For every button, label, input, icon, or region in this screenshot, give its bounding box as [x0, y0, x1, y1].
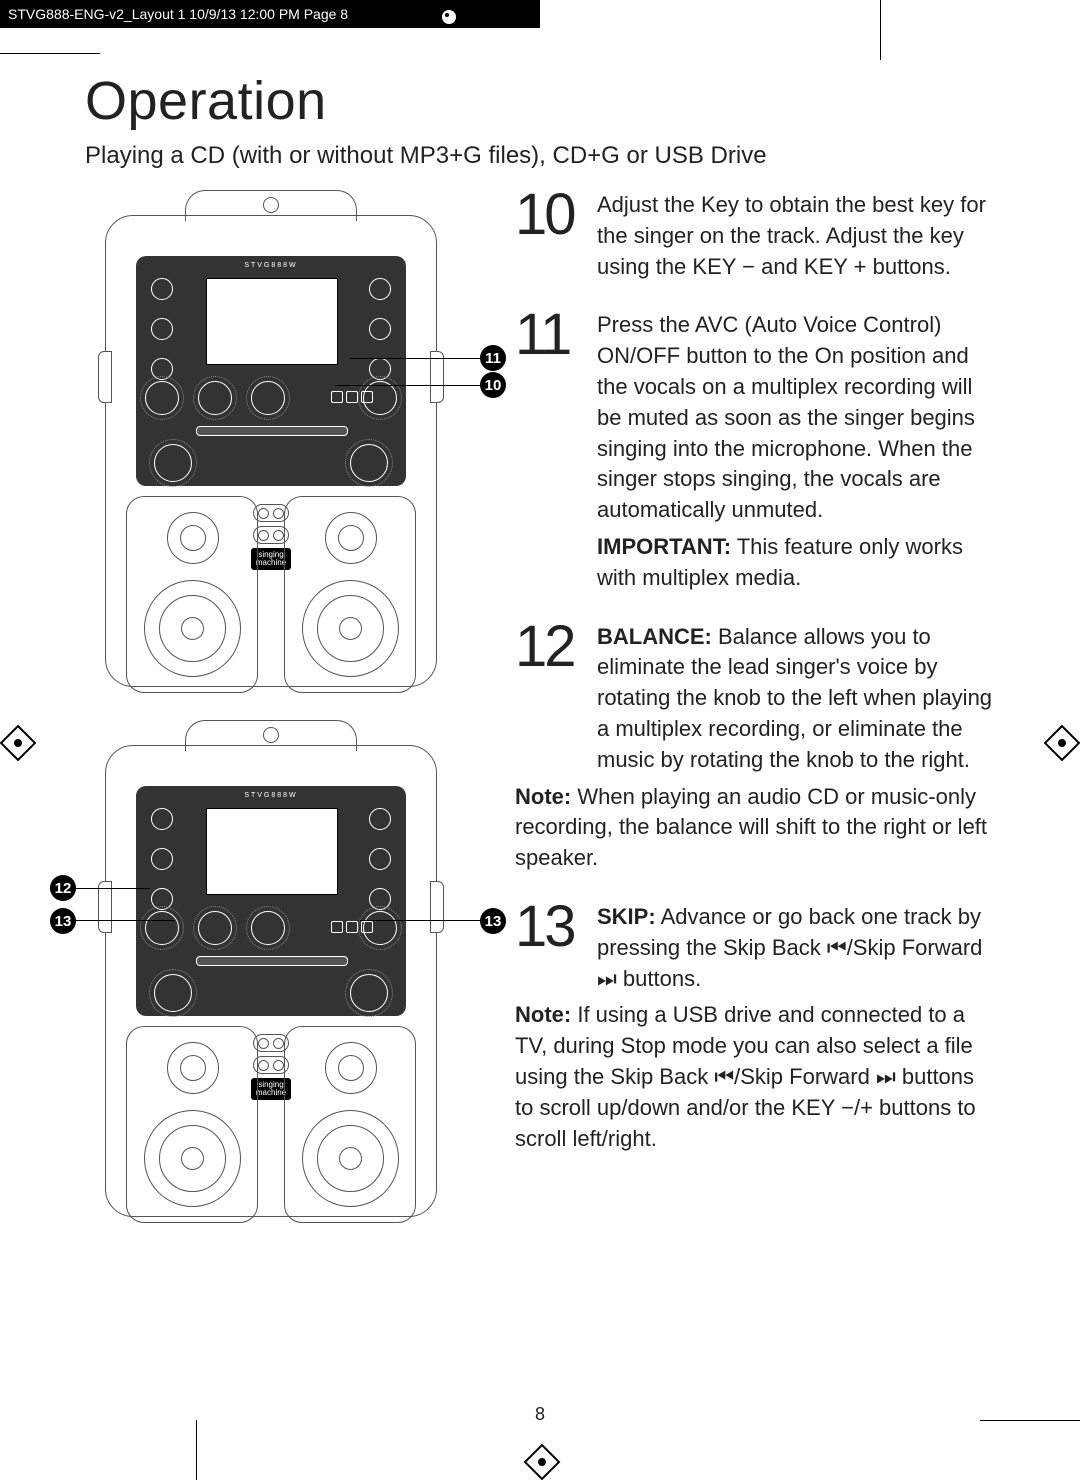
- registration-mark: [1044, 725, 1080, 762]
- crop-mark: [0, 53, 100, 54]
- callout-10: 10: [480, 372, 506, 398]
- step-13: 13 SKIP: Advance or go back one track by…: [515, 902, 995, 994]
- callout-12: 12: [50, 875, 76, 901]
- registration-mark: [524, 1444, 561, 1480]
- callout-13-right: 13: [480, 908, 506, 934]
- print-header: STVG888-ENG-v2_Layout 1 10/9/13 12:00 PM…: [0, 0, 540, 28]
- page-subtitle: Playing a CD (with or without MP3+G file…: [85, 142, 995, 170]
- device-illustration-2: STVG888W singingmachine: [105, 720, 435, 1220]
- step-13-note: Note: If using a USB drive and connected…: [515, 1000, 995, 1154]
- registration-mark: [0, 725, 36, 762]
- crop-mark: [196, 1420, 197, 1480]
- header-mark: [440, 8, 458, 26]
- step-10: 10 Adjust the Key to obtain the best key…: [515, 190, 995, 282]
- crop-mark: [880, 0, 881, 60]
- callout-11: 11: [480, 345, 506, 371]
- device-illustration-1: STVG888W singingmachine: [105, 190, 435, 690]
- page-number: 8: [0, 1404, 1080, 1425]
- step-12: 12 BALANCE: Balance allows you to elimin…: [515, 622, 995, 776]
- step-11: 11 Press the AVC (Auto Voice Control) ON…: [515, 310, 995, 593]
- page-title: Operation: [85, 70, 995, 132]
- callout-13-left: 13: [50, 908, 76, 934]
- step-12-note: Note: When playing an audio CD or music-…: [515, 782, 995, 874]
